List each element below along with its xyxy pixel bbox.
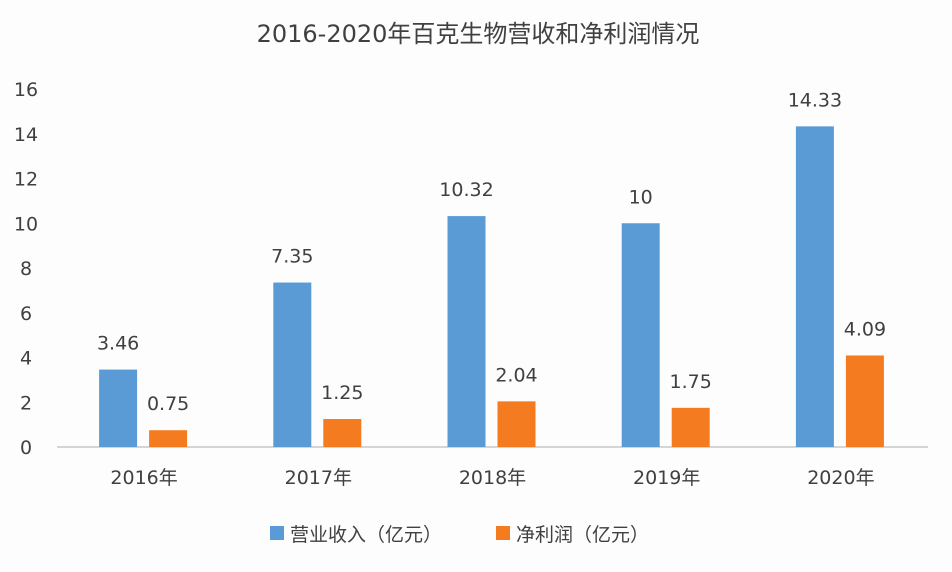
revenue-bar: [795, 126, 834, 448]
y-tick-label: 12: [14, 169, 38, 191]
legend: 营业收入（亿元） 净利润（亿元）: [270, 524, 649, 546]
data-label: 10: [629, 186, 653, 208]
y-tick-label: 2: [20, 392, 32, 414]
x-tick-label: 2020年: [807, 467, 874, 489]
net-profit-bar: [323, 419, 362, 447]
x-axis: 2016年 2017年 2018年 2019年 2020年: [110, 467, 874, 489]
data-label: 1.75: [670, 371, 712, 393]
data-label: 4.09: [844, 318, 886, 340]
x-tick-label: 2017年: [285, 467, 352, 489]
y-tick-label: 0: [20, 437, 32, 459]
data-label: 2.04: [495, 364, 537, 386]
x-tick-label: 2016年: [110, 467, 177, 489]
data-label: 3.46: [97, 333, 139, 355]
legend-label-revenue: 营业收入（亿元）: [290, 524, 442, 546]
legend-swatch-net-profit: [496, 526, 510, 540]
revenue-bar: [273, 282, 312, 447]
y-tick-label: 4: [20, 348, 32, 370]
chart-title: 2016-2020年百克生物营收和净利润情况: [257, 20, 700, 48]
legend-label-net-profit: 净利润（亿元）: [516, 524, 649, 546]
revenue-bar: [99, 369, 138, 447]
net-profit-bar: [671, 407, 710, 447]
data-label: 1.25: [321, 382, 363, 404]
revenue-bar: [621, 223, 660, 447]
net-profit-bar: [497, 401, 536, 447]
x-tick-label: 2018年: [459, 467, 526, 489]
data-label: 0.75: [147, 393, 189, 415]
net-profit-bar: [149, 430, 188, 447]
data-label: 14.33: [788, 89, 842, 111]
y-tick-label: 16: [14, 79, 38, 101]
net-profit-bar: [845, 355, 884, 447]
revenue-bar: [447, 216, 486, 447]
x-tick-label: 2019年: [633, 467, 700, 489]
legend-swatch-revenue: [270, 526, 284, 540]
y-tick-label: 6: [20, 303, 32, 325]
bars: 3.46 0.75 7.35 1.25 10.32 2.04 10 1.75 14.33 4.09: [97, 89, 886, 448]
y-tick-label: 14: [14, 124, 38, 146]
y-tick-label: 10: [14, 213, 38, 235]
data-label: 10.32: [439, 179, 493, 201]
y-axis: 0 2 4 6 8 10 12 14 16: [14, 79, 38, 459]
data-label: 7.35: [271, 246, 313, 268]
y-tick-label: 8: [20, 258, 32, 280]
